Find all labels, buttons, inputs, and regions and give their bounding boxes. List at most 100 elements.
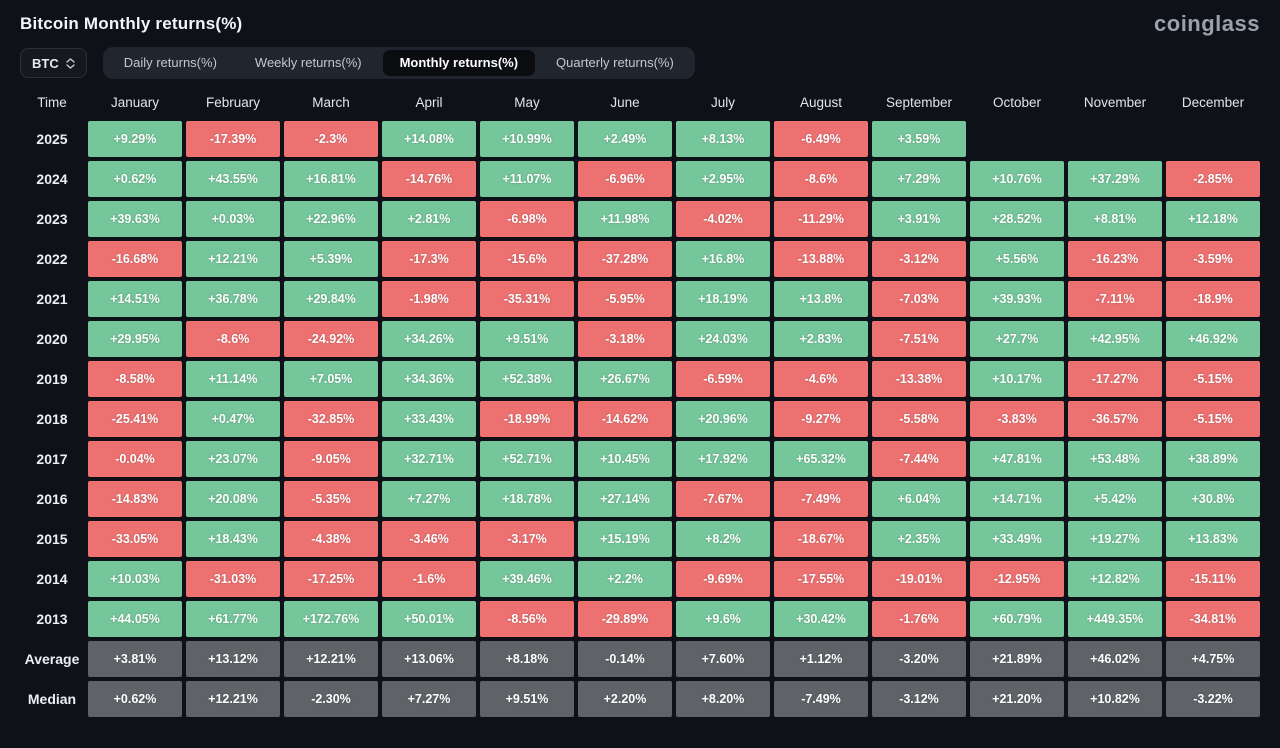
return-cell: -8.58% [88, 361, 182, 397]
return-cell: +9.51% [480, 321, 574, 357]
return-cell: -7.67% [676, 481, 770, 517]
return-cell: +12.21% [186, 241, 280, 277]
return-cell: +10.03% [88, 561, 182, 597]
empty-cell [1166, 121, 1260, 157]
return-cell: -6.49% [774, 121, 868, 157]
return-cell: -3.12% [872, 241, 966, 277]
tab-daily-returns[interactable]: Daily returns(%) [123, 55, 217, 70]
returns-tab-group: Daily returns(%) Weekly returns(%) Month… [102, 47, 695, 79]
return-cell: +3.59% [872, 121, 966, 157]
return-cell: +2.83% [774, 321, 868, 357]
row-label: 2025 [36, 131, 68, 147]
row-label: Median [27, 691, 77, 707]
return-cell: +18.78% [480, 481, 574, 517]
return-cell: +26.67% [578, 361, 672, 397]
return-cell: -29.89% [578, 601, 672, 637]
return-cell: +3.81% [88, 641, 182, 677]
symbol-select[interactable]: BTC [20, 48, 87, 78]
row-label: 2022 [36, 251, 68, 267]
return-cell: -3.83% [970, 401, 1064, 437]
return-cell: +28.52% [970, 201, 1064, 237]
month-column-header: October [992, 94, 1042, 110]
return-cell: +52.38% [480, 361, 574, 397]
month-column-header: August [799, 94, 843, 110]
row-label: 2023 [36, 211, 68, 227]
return-cell: +30.8% [1166, 481, 1260, 517]
return-cell: +13.06% [382, 641, 476, 677]
return-cell: -17.3% [382, 241, 476, 277]
return-cell: +7.60% [676, 641, 770, 677]
return-cell: +11.07% [480, 161, 574, 197]
page-title: Bitcoin Monthly returns(%) [20, 13, 243, 33]
return-cell: -2.85% [1166, 161, 1260, 197]
updown-icon [66, 57, 75, 69]
return-cell: +8.2% [676, 521, 770, 557]
return-cell: -17.39% [186, 121, 280, 157]
return-cell: -7.03% [872, 281, 966, 317]
return-cell: +47.81% [970, 441, 1064, 477]
return-cell: +18.43% [186, 521, 280, 557]
return-cell: -2.30% [284, 681, 378, 717]
row-label: 2019 [36, 371, 68, 387]
return-cell: +36.78% [186, 281, 280, 317]
month-column-header: June [610, 94, 640, 110]
return-cell: -15.11% [1166, 561, 1260, 597]
return-cell: +10.45% [578, 441, 672, 477]
return-cell: -11.29% [774, 201, 868, 237]
row-label: 2021 [36, 291, 68, 307]
month-column-header: December [1181, 94, 1245, 110]
return-cell: +60.79% [970, 601, 1064, 637]
return-cell: +38.89% [1166, 441, 1260, 477]
return-cell: -3.22% [1166, 681, 1260, 717]
tab-monthly-returns[interactable]: Monthly returns(%) [382, 50, 536, 76]
return-cell: -14.83% [88, 481, 182, 517]
return-cell: -3.20% [872, 641, 966, 677]
tab-quarterly-returns[interactable]: Quarterly returns(%) [556, 55, 674, 70]
return-cell: -32.85% [284, 401, 378, 437]
return-cell: -6.98% [480, 201, 574, 237]
return-cell: -24.92% [284, 321, 378, 357]
return-cell: -4.38% [284, 521, 378, 557]
row-label: 2024 [36, 171, 68, 187]
return-cell: +37.29% [1068, 161, 1162, 197]
return-cell: +34.26% [382, 321, 476, 357]
return-cell: -1.6% [382, 561, 476, 597]
return-cell: -3.59% [1166, 241, 1260, 277]
return-cell: +2.81% [382, 201, 476, 237]
return-cell: +449.35% [1068, 601, 1162, 637]
return-cell: -7.51% [872, 321, 966, 357]
return-cell: +10.99% [480, 121, 574, 157]
month-column-header: April [415, 94, 443, 110]
return-cell: +16.8% [676, 241, 770, 277]
month-column-header: February [205, 94, 261, 110]
row-label: 2013 [36, 611, 68, 627]
return-cell: -8.6% [774, 161, 868, 197]
return-cell: -16.23% [1068, 241, 1162, 277]
return-cell: +0.47% [186, 401, 280, 437]
month-column-header: November [1083, 94, 1147, 110]
return-cell: -7.49% [774, 681, 868, 717]
time-column-header: Time [37, 94, 67, 110]
return-cell: +30.42% [774, 601, 868, 637]
symbol-select-value: BTC [32, 55, 59, 71]
return-cell: -14.62% [578, 401, 672, 437]
return-cell: -3.17% [480, 521, 574, 557]
return-cell: +24.03% [676, 321, 770, 357]
return-cell: -6.96% [578, 161, 672, 197]
return-cell: -1.98% [382, 281, 476, 317]
return-cell: +39.46% [480, 561, 574, 597]
return-cell: +5.39% [284, 241, 378, 277]
return-cell: +20.96% [676, 401, 770, 437]
return-cell: -15.6% [480, 241, 574, 277]
return-cell: +7.27% [382, 681, 476, 717]
return-cell: -7.11% [1068, 281, 1162, 317]
return-cell: +39.63% [88, 201, 182, 237]
return-cell: -31.03% [186, 561, 280, 597]
return-cell: -19.01% [872, 561, 966, 597]
return-cell: +5.42% [1068, 481, 1162, 517]
return-cell: -4.02% [676, 201, 770, 237]
tab-weekly-returns[interactable]: Weekly returns(%) [254, 55, 362, 70]
return-cell: +18.19% [676, 281, 770, 317]
return-cell: +8.18% [480, 641, 574, 677]
return-cell: -25.41% [88, 401, 182, 437]
